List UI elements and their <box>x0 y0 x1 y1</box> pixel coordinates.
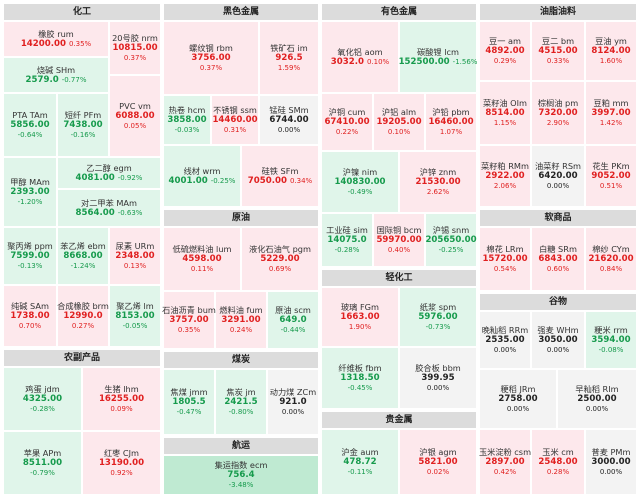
tile-sf[interactable]: 硅铁 SFm 7050.00 0.34% <box>242 146 318 206</box>
tile-pp[interactable]: 聚丙烯 ppm 7599.00 -0.13% <box>4 228 56 284</box>
panel-precious: 贵金属 沪金 aum 478.72 -0.11% 沪银 agm 5821.00 … <box>322 412 476 494</box>
tile-nr20[interactable]: 20号胶 nrm 10815.00 0.37% <box>110 22 160 74</box>
section-title-shipping: 航运 <box>164 438 318 454</box>
tile-sm[interactable]: 锰硅 SMm 6744.00 0.00% <box>260 96 318 144</box>
panel-oils: 油脂油料 豆一 am 4892.00 0.29% 豆二 bm 4515.00 0… <box>480 4 636 206</box>
tile-ao[interactable]: 氧化铝 aom 3032.0 0.10% <box>322 22 398 92</box>
tile-cy[interactable]: 棉纱 CYm 21620.00 0.84% <box>586 228 636 290</box>
tile-ec[interactable]: 集运指数 ecm 756.4 -3.48% <box>164 456 318 494</box>
tile-bc[interactable]: 国际铜 bcm 59970.00 0.40% <box>374 214 424 266</box>
tile-sa[interactable]: 纯碱 SAm 1738.00 0.70% <box>4 286 56 346</box>
tile-cs[interactable]: 玉米淀粉 csm 2897.00 0.42% <box>479 430 531 494</box>
tile-rm[interactable]: 菜籽粕 RMm 2922.00 2.06% <box>480 146 530 206</box>
tile-sp[interactable]: 纸浆 spm 5976.00 -0.73% <box>400 288 476 346</box>
tile-c[interactable]: 玉米 cm 2548.00 0.28% <box>532 430 584 494</box>
tile-ri[interactable]: 早籼稻 RIm 2500.00 0.00% <box>558 370 636 428</box>
tile-br[interactable]: 合成橡胶 brm 12990.0 0.27% <box>57 286 109 346</box>
panel-coal: 煤炭 焦煤 jmm 1805.5 -0.47% 焦炭 jm 2421.5 -0.… <box>164 352 318 434</box>
tile-sn[interactable]: 沪锡 snm 205650.00 -0.25% <box>425 214 477 266</box>
panel-ferrous: 黑色金属 螺纹钢 rbm 3756.00 0.37% 铁矿石 im 926.5 … <box>164 4 318 206</box>
tile-ur[interactable]: 尿素 URm 2348.00 0.13% <box>110 228 160 284</box>
section-title-coal: 煤炭 <box>164 352 318 368</box>
section-title-precious: 贵金属 <box>322 412 476 428</box>
section-title-soft: 软商品 <box>480 210 636 226</box>
tile-pta[interactable]: PTA TAm 5856.00 -0.64% <box>4 94 56 156</box>
section-title-nonferrous: 有色金属 <box>322 4 476 20</box>
tile-pg[interactable]: 液化石油气 pgm 5229.00 0.69% <box>242 228 318 290</box>
tile-ss[interactable]: 不锈钢 ssm 14460.00 0.31% <box>212 96 258 144</box>
tile-hc[interactable]: 热卷 hcm 3858.00 -0.03% <box>164 96 210 144</box>
tile-al[interactable]: 沪铝 alm 19205.00 0.10% <box>374 94 424 150</box>
tile-rubber[interactable]: 橡胶 rum 14200.00 0.35% <box>4 22 108 56</box>
section-title-crude: 原油 <box>164 210 318 226</box>
tile-au[interactable]: 沪金 aum 478.72 -0.11% <box>322 430 398 494</box>
tile-i[interactable]: 铁矿石 im 926.5 1.59% <box>260 22 318 94</box>
tile-pf[interactable]: 短纤 PFm 7438.00 -0.16% <box>58 94 108 156</box>
panel-grain: 谷物 晚籼稻 RRm 2535.00 0.00% 强麦 WHm 3050.00 … <box>479 294 636 494</box>
tile-jr[interactable]: 粳稻 JRm 2758.00 0.00% <box>480 370 556 428</box>
tile-fb[interactable]: 纤维板 fbm 1318.50 -0.45% <box>322 348 398 408</box>
tile-p[interactable]: 棕榈油 pm 7320.00 2.90% <box>532 82 584 144</box>
tile-lu[interactable]: 低硫燃料油 lum 4598.00 0.11% <box>164 228 240 290</box>
tile-eb[interactable]: 苯乙烯 ebm 8668.00 -1.24% <box>58 228 108 284</box>
tile-ap[interactable]: 苹果 APm 8511.00 -0.79% <box>4 432 81 494</box>
tile-fg[interactable]: 玻璃 FGm 1663.00 1.90% <box>322 288 398 346</box>
section-title-light-chem: 轻化工 <box>322 270 476 286</box>
tile-jd[interactable]: 鸡蛋 jdm 4325.00 -0.28% <box>4 368 81 430</box>
tile-m[interactable]: 豆粕 mm 3997.00 1.42% <box>586 82 636 144</box>
tile-cj[interactable]: 红枣 CJm 13190.00 0.92% <box>83 432 160 494</box>
tile-rr2[interactable]: 粳米 rrm 3594.00 -0.08% <box>586 312 636 368</box>
tile-rb[interactable]: 螺纹钢 rbm 3756.00 0.37% <box>164 22 258 94</box>
tile-ni[interactable]: 沪镍 nim 140830.00 -0.49% <box>322 152 398 212</box>
panel-nonferrous: 有色金属 氧化铝 aom 3032.0 0.10% 碳酸锂 lcm 152500.… <box>322 4 477 266</box>
tile-y[interactable]: 豆油 ym 8124.00 1.60% <box>586 22 636 80</box>
tile-pm[interactable]: 普麦 PMm 3000.00 0.00% <box>586 430 636 494</box>
panel-soft: 软商品 棉花 LRm 15720.00 0.54% 白糖 SRm 6843.00… <box>480 210 636 290</box>
tile-fu[interactable]: 燃料油 fum 3291.00 0.24% <box>216 292 266 348</box>
tile-zn[interactable]: 沪锌 znm 21530.00 2.62% <box>400 152 476 212</box>
tile-lr[interactable]: 棉花 LRm 15720.00 0.54% <box>480 228 530 290</box>
tile-soda[interactable]: 烧碱 SHm 2579.0 -0.77% <box>4 58 108 92</box>
tile-bu[interactable]: 石油沥青 bum 3757.00 0.35% <box>162 292 216 348</box>
tile-sr[interactable]: 白糖 SRm 6843.00 0.60% <box>532 228 584 290</box>
panel-light-chem: 轻化工 玻璃 FGm 1663.00 1.90% 纸浆 spm 5976.00 … <box>322 270 476 408</box>
tile-jm[interactable]: 焦煤 jmm 1805.5 -0.47% <box>164 370 214 434</box>
tile-bb[interactable]: 胶合板 bbm 399.95 0.00% <box>400 348 476 408</box>
tile-eg[interactable]: 乙二醇 egm 4081.00 -0.92% <box>58 158 160 188</box>
tile-pb[interactable]: 沪铅 pbm 16460.00 1.07% <box>426 94 476 150</box>
tile-wh[interactable]: 强麦 WHm 3050.00 0.00% <box>532 312 584 368</box>
section-title-chemicals: 化工 <box>4 4 160 20</box>
tile-lh[interactable]: 生猪 lhm 16255.00 0.09% <box>83 368 160 430</box>
panel-agri-products: 农副产品 鸡蛋 jdm 4325.00 -0.28% 生猪 lhm 16255.… <box>4 350 160 494</box>
tile-cu[interactable]: 沪铜 cum 67410.00 0.22% <box>322 94 372 150</box>
tile-ma[interactable]: 甲醇 MAm 2393.00 -1.20% <box>4 158 56 226</box>
tile-jt[interactable]: 焦炭 jm 2421.5 -0.80% <box>216 370 266 434</box>
section-title-ferrous: 黑色金属 <box>164 4 318 20</box>
tile-px[interactable]: 对二甲苯 MAm 8564.00 -0.63% <box>58 190 160 226</box>
tile-zc[interactable]: 动力煤 ZCm 921.0 0.00% <box>268 370 318 434</box>
tile-ag[interactable]: 沪银 agm 5821.00 0.02% <box>400 430 476 494</box>
tile-rs[interactable]: 油菜籽 RSm 6420.00 0.00% <box>532 146 584 206</box>
section-title-agri-products: 农副产品 <box>4 350 160 366</box>
tile-a[interactable]: 豆一 am 4892.00 0.29% <box>480 22 530 80</box>
tile-si[interactable]: 工业硅 sim 14075.0 -0.28% <box>322 214 372 266</box>
tile-sc[interactable]: 原油 scm 649.0 -0.44% <box>268 292 318 348</box>
tile-pvc[interactable]: PVC vm 6088.00 0.05% <box>110 76 160 156</box>
tile-wr[interactable]: 线材 wrm 4001.00 -0.25% <box>164 146 240 206</box>
tile-b[interactable]: 豆二 bm 4515.00 0.33% <box>532 22 584 80</box>
panel-chemicals: 化工 橡胶 rum 14200.00 0.35% 20号胶 nrm 10815.0… <box>4 4 160 346</box>
tile-pk[interactable]: 花生 PKm 9052.00 0.51% <box>586 146 636 206</box>
panel-crude: 原油 低硫燃料油 lum 4598.00 0.11% 液化石油气 pgm 522… <box>162 210 318 348</box>
tile-rr[interactable]: 晚籼稻 RRm 2535.00 0.00% <box>480 312 530 368</box>
tile-lc[interactable]: 碳酸锂 lcm 152500.00 -1.56% <box>399 22 477 92</box>
section-title-oils: 油脂油料 <box>480 4 636 20</box>
tile-oi[interactable]: 菜籽油 OIm 8514.00 1.15% <box>480 82 530 144</box>
section-title-grain: 谷物 <box>480 294 636 310</box>
panel-shipping: 航运 集运指数 ecm 756.4 -3.48% <box>164 438 318 494</box>
tile-l[interactable]: 聚乙烯 lm 8153.00 -0.05% <box>110 286 160 346</box>
